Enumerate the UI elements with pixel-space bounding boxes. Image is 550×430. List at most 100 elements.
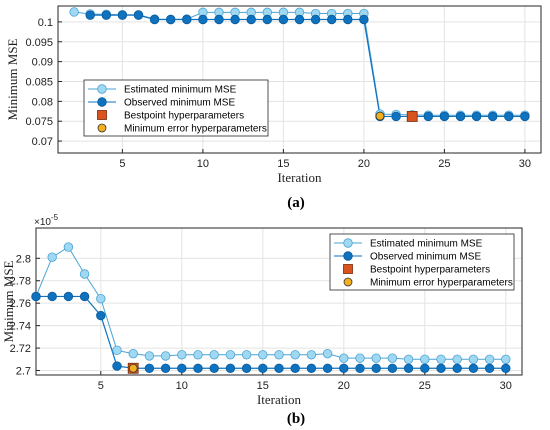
observed-point bbox=[101, 10, 112, 20]
observed-point bbox=[198, 14, 208, 25]
caption-a: (a) bbox=[287, 195, 305, 211]
x-tick-label: 5 bbox=[98, 380, 104, 392]
estimated-point bbox=[452, 354, 462, 364]
plot-frame-a bbox=[57, 5, 542, 154]
y-tick-label: 0.08 bbox=[32, 96, 53, 108]
estimated-point bbox=[387, 353, 398, 363]
observed-point bbox=[112, 361, 122, 371]
y-exponent-b: ×10-5 bbox=[34, 213, 59, 228]
observed-point bbox=[274, 363, 284, 373]
legend-a: Estimated minimum MSE Observed minimum MS… bbox=[83, 79, 269, 137]
estimated-point bbox=[96, 293, 106, 304]
estimated-point bbox=[322, 348, 333, 359]
estimated-point bbox=[69, 7, 79, 17]
legend-marker-min-error bbox=[97, 123, 107, 133]
estimated-point bbox=[420, 354, 430, 364]
chart-panel-a: 5 10 15 20 25 30 0.070.0750.080.0850.090.0950… bbox=[5, 5, 542, 211]
estimated-point bbox=[484, 354, 495, 364]
observed-point bbox=[209, 363, 219, 373]
observed-point bbox=[225, 363, 236, 373]
estimated-point bbox=[274, 350, 284, 360]
estimated-point bbox=[160, 351, 171, 361]
estimated-point bbox=[79, 269, 90, 279]
min-error-marker bbox=[375, 111, 385, 121]
observed-point bbox=[117, 10, 128, 20]
estimated-point bbox=[209, 350, 219, 360]
observed-point bbox=[359, 14, 369, 25]
x-tick-label: 20 bbox=[338, 380, 350, 392]
observed-point bbox=[322, 363, 333, 373]
observed-point bbox=[246, 14, 256, 25]
legend-marker-estimated bbox=[343, 238, 353, 248]
x-tick-label: 25 bbox=[419, 380, 431, 392]
plot-frame-b bbox=[35, 227, 523, 376]
series-b bbox=[31, 242, 511, 374]
y-tick-label: 0.1 bbox=[38, 17, 53, 29]
y-exponent-base: ×10 bbox=[34, 217, 51, 228]
x-tick-label: 30 bbox=[519, 158, 531, 170]
estimated-point bbox=[112, 345, 122, 356]
y-tick-label: 0.09 bbox=[32, 57, 53, 69]
legend-marker-bestpoint bbox=[343, 264, 353, 274]
observed-point bbox=[403, 363, 414, 373]
series-a bbox=[69, 7, 530, 122]
legend-entry-label: Observed minimum MSE bbox=[370, 252, 481, 263]
x-tick-label: 25 bbox=[438, 158, 450, 170]
observed-point bbox=[436, 363, 446, 373]
observed-point bbox=[133, 10, 144, 20]
estimated-point bbox=[290, 350, 300, 360]
observed-point bbox=[79, 291, 90, 302]
y-tick-label: 2.76 bbox=[10, 298, 31, 310]
observed-line bbox=[36, 295, 506, 369]
observed-point bbox=[423, 111, 434, 122]
observed-point bbox=[391, 111, 401, 122]
observed-point bbox=[290, 363, 300, 373]
observed-point bbox=[294, 14, 305, 25]
estimated-point bbox=[241, 350, 252, 360]
observed-point bbox=[420, 363, 430, 373]
observed-point bbox=[241, 363, 252, 373]
estimated-point bbox=[468, 354, 479, 364]
observed-point bbox=[310, 14, 321, 25]
legend-entry-label: Minimum error hyperparameters bbox=[124, 124, 267, 135]
y-tick-label: 2.7 bbox=[16, 366, 31, 378]
y-tick-label: 0.085 bbox=[25, 76, 53, 88]
observed-point bbox=[484, 363, 495, 373]
legend-marker-estimated bbox=[97, 84, 107, 94]
x-axis-label-b: Iteration bbox=[257, 392, 302, 407]
y-tick-label: 0.075 bbox=[25, 116, 53, 128]
y-tick-label: 2.8 bbox=[16, 253, 31, 265]
estimated-point bbox=[355, 353, 365, 363]
observed-point bbox=[343, 14, 353, 25]
chart-panel-b: 5 10 15 20 25 30 2.7 2.72 2.74 2.76 2.78 2.8 ×10-5… bbox=[1, 213, 523, 427]
observed-point bbox=[339, 363, 349, 373]
estimated-point bbox=[306, 350, 317, 360]
observed-point bbox=[439, 111, 450, 122]
observed-point bbox=[262, 14, 273, 25]
min-error-marker bbox=[128, 363, 138, 373]
observed-point bbox=[452, 363, 462, 373]
legend-marker-min-error bbox=[343, 277, 353, 287]
legend-b: Estimated minimum MSE Observed minimum MS… bbox=[329, 233, 515, 291]
estimated-point bbox=[339, 353, 349, 363]
observed-point bbox=[177, 363, 187, 373]
estimated-point bbox=[258, 350, 268, 360]
observed-point bbox=[31, 291, 41, 302]
x-tick-label: 5 bbox=[119, 158, 125, 170]
x-tick-label: 10 bbox=[176, 380, 188, 392]
estimated-point bbox=[47, 252, 57, 262]
observed-point bbox=[47, 291, 57, 302]
legend-marker-bestpoint bbox=[97, 110, 107, 120]
y-axis-label-a: Minimum MSE bbox=[5, 38, 20, 120]
estimated-point bbox=[403, 354, 414, 364]
observed-point bbox=[387, 363, 398, 373]
estimated-point bbox=[128, 348, 138, 359]
y-tick-label: 0.095 bbox=[25, 37, 53, 49]
estimated-point bbox=[177, 350, 187, 360]
legend-entry-label: Minimum error hyperparameters bbox=[370, 278, 513, 289]
estimated-point bbox=[501, 354, 511, 364]
x-ticks-b: 5 10 15 20 25 30 bbox=[98, 371, 512, 392]
observed-point bbox=[230, 14, 240, 25]
observed-point bbox=[149, 14, 160, 25]
